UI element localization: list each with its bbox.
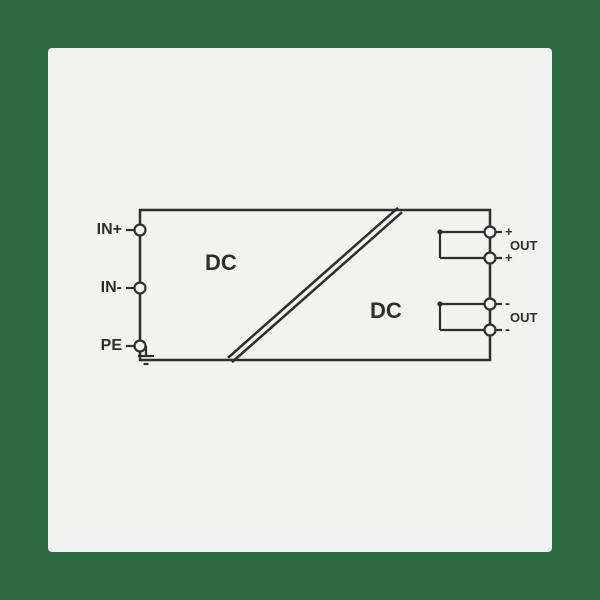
terminal-right-1 (485, 253, 496, 264)
label-minus-1: - (505, 295, 510, 312)
label-in-plus: IN+ (97, 221, 122, 238)
junction-node-1 (437, 301, 442, 306)
terminal-left-0 (135, 225, 146, 236)
label-dc-left: DC (205, 250, 237, 275)
label-plus-1: + (505, 224, 513, 239)
label-out-top: OUT (510, 238, 538, 253)
junction-node-0 (437, 229, 442, 234)
label-dc-right: DC (370, 298, 402, 323)
terminal-left-2 (135, 341, 146, 352)
terminal-right-0 (485, 227, 496, 238)
diagram-stage: DCDCIN+IN-PEOUTOUT++-- (0, 0, 600, 600)
label-plus-2: + (505, 250, 513, 265)
terminal-right-2 (485, 299, 496, 310)
label-minus-2: - (505, 321, 510, 338)
terminal-right-3 (485, 325, 496, 336)
terminal-left-1 (135, 283, 146, 294)
label-in-minus: IN- (101, 279, 122, 296)
label-out-bottom: OUT (510, 310, 538, 325)
schematic-svg: DCDCIN+IN-PEOUTOUT++-- (0, 0, 600, 600)
label-pe: PE (101, 337, 123, 354)
